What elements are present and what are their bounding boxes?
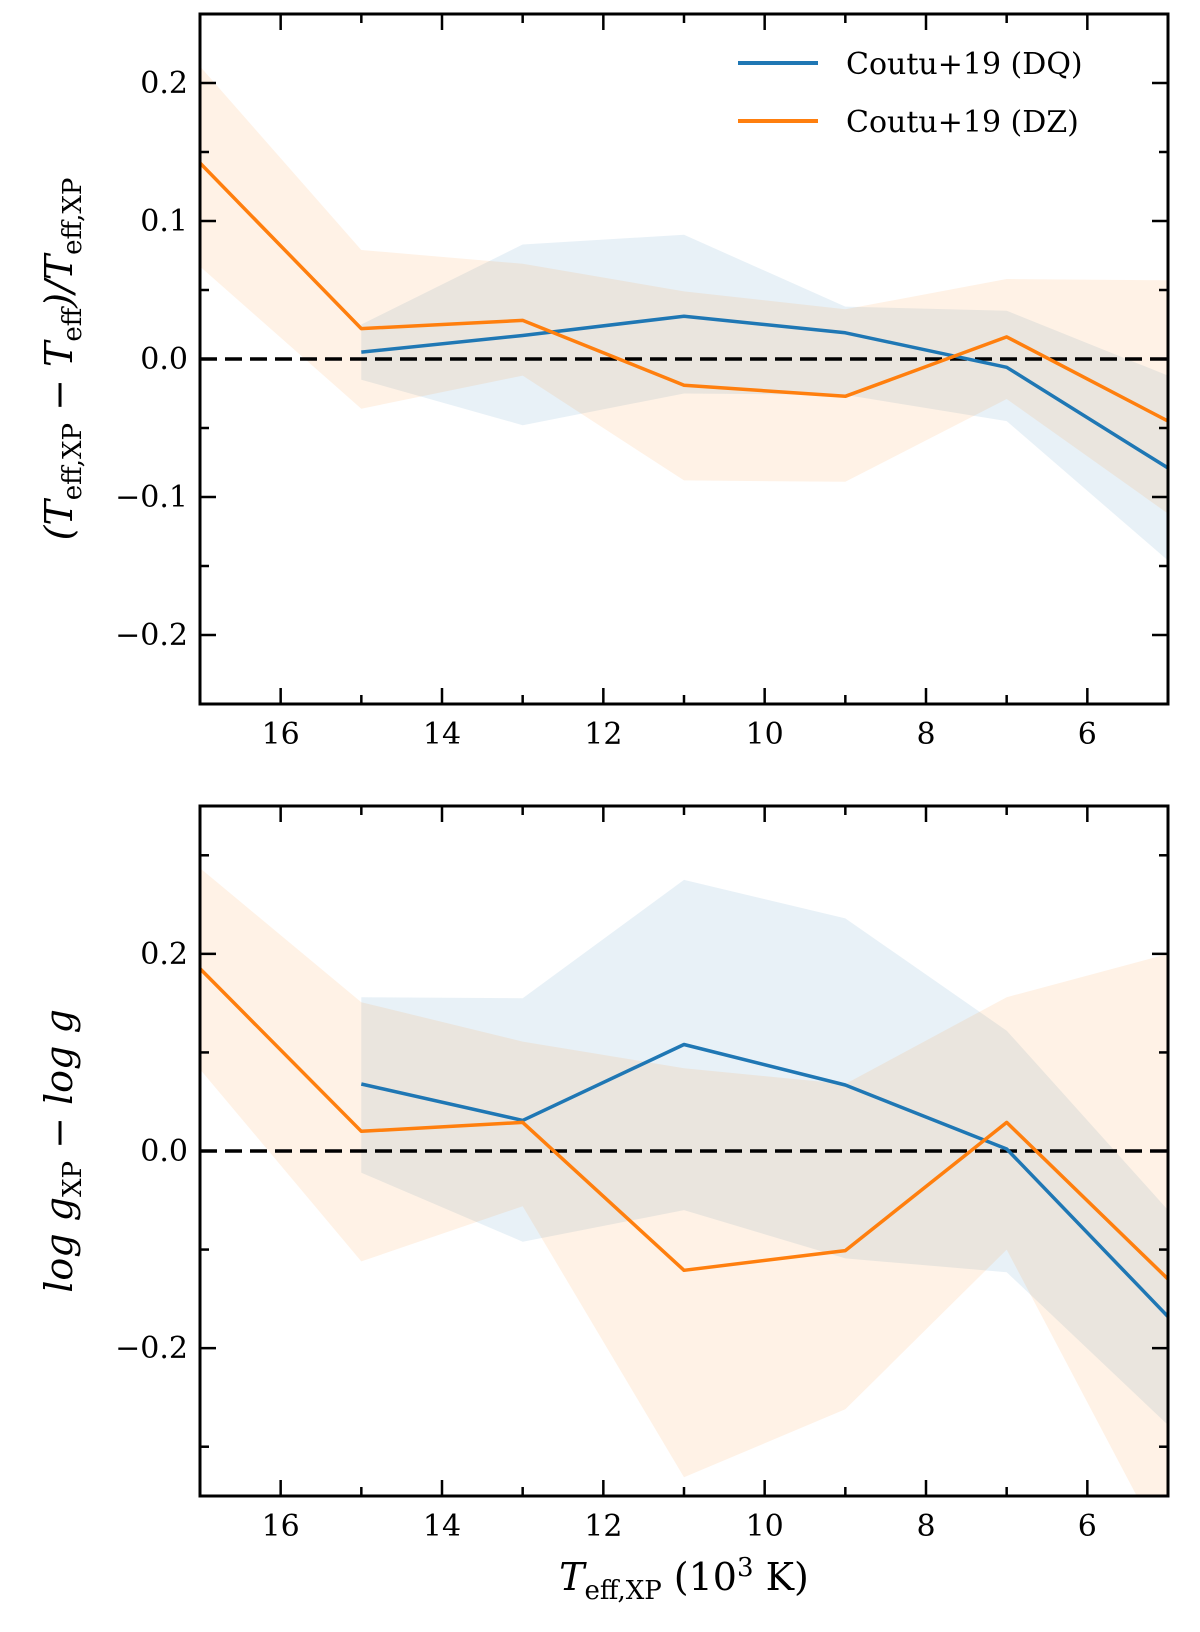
bottom-tick-labels: 16 14 12 10 8 6 0.2 0.0 −0.2 (115, 937, 1097, 1544)
top-axis-ticks (198, 12, 1170, 706)
bottom-series-lines (200, 967, 1168, 1318)
legend: Coutu+19 (DQ) Coutu+19 (DZ) (738, 47, 1083, 140)
bottom-line-dz (200, 967, 1168, 1281)
top-series-lines (200, 161, 1168, 470)
top-xtick-label: 14 (423, 717, 461, 752)
bottom-xtick-label: 12 (584, 1509, 622, 1544)
bottom-xtick-label: 16 (262, 1509, 300, 1544)
bottom-y-axis-label: log gXP − log g (37, 1009, 88, 1293)
top-line-dq (361, 314, 1168, 470)
top-line-dz (200, 161, 1168, 423)
bottom-panel: 16 14 12 10 8 6 0.2 0.0 −0.2 log gXP − log g Tef… (37, 804, 1170, 1606)
bottom-line-dq (360, 1042, 1168, 1318)
bottom-xtick-label: 6 (1078, 1509, 1097, 1544)
bottom-xtick-label: 10 (746, 1509, 784, 1544)
bottom-xtick-label: 14 (423, 1509, 461, 1544)
bottom-ytick-label: 0.2 (140, 937, 188, 972)
bottom-xtick-label: 8 (916, 1509, 935, 1544)
legend-label-dz: Coutu+19 (DZ) (846, 105, 1079, 140)
top-band-dq (361, 234, 1168, 561)
top-y-axis-label: (Teff,XP − Teff)/Teff,XP (37, 178, 88, 541)
top-ytick-label: −0.1 (115, 480, 188, 515)
bottom-ytick-label: 0.0 (140, 1134, 188, 1169)
top-ytick-label: −0.2 (115, 618, 188, 653)
top-ytick-label: 0.0 (140, 342, 188, 377)
top-xtick-label: 10 (746, 717, 784, 752)
bottom-axis-ticks (198, 806, 1170, 1496)
top-tick-labels: 16 14 12 10 8 6 0.2 0.1 0.0 −0.1 −0.2 (115, 66, 1097, 752)
top-confidence-bands (200, 66, 1168, 561)
top-xtick-label: 6 (1078, 717, 1097, 752)
legend-label-dq: Coutu+19 (DQ) (846, 47, 1083, 82)
bottom-ytick-label: −0.2 (115, 1331, 188, 1366)
top-xtick-label: 12 (584, 717, 622, 752)
top-xtick-label: 16 (262, 717, 300, 752)
top-ytick-label: 0.2 (140, 66, 188, 101)
top-xtick-label: 8 (916, 717, 935, 752)
bottom-band-dz (200, 868, 1168, 1496)
top-band-dz (200, 66, 1168, 514)
top-ytick-label: 0.1 (140, 204, 188, 239)
x-axis-label: Teff,XP (103 K) (559, 1553, 809, 1606)
